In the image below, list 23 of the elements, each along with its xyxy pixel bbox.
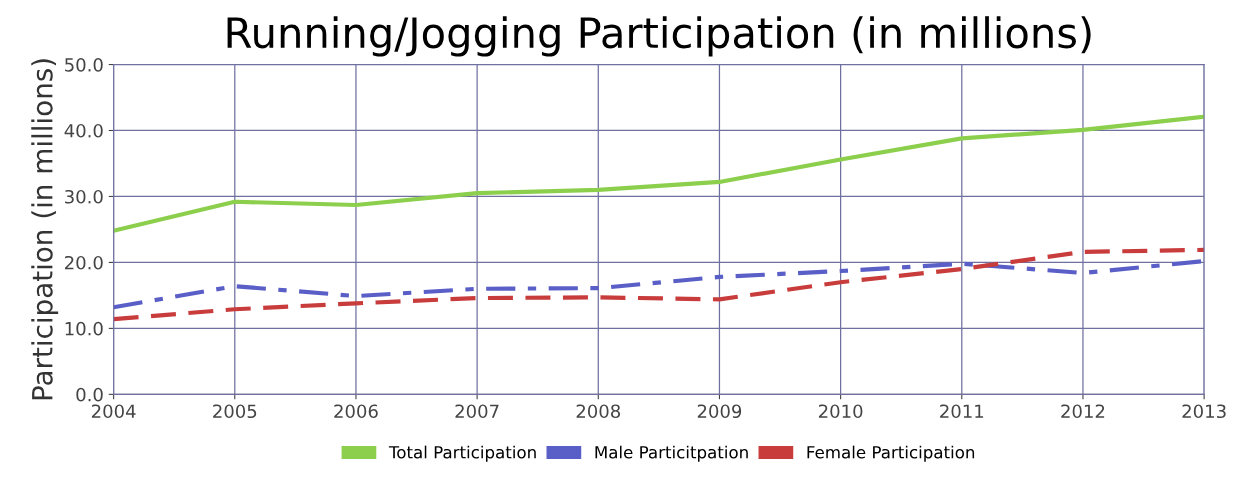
x-tick-label: 2008 bbox=[576, 404, 621, 419]
x-tick-label: 2013 bbox=[1182, 404, 1226, 419]
y-tick-label: 30.0 bbox=[65, 189, 103, 204]
chart-title: Running/Jogging Participation (in millions) bbox=[227, 16, 1091, 57]
x-tick-label: 2004 bbox=[91, 404, 136, 419]
x-tick-label: 2005 bbox=[213, 404, 257, 419]
line-series bbox=[113, 114, 1205, 233]
x-tick-label: 2006 bbox=[334, 404, 378, 419]
y-axis-title: Participation (in millions) bbox=[31, 59, 59, 400]
legend-label: Total Participation bbox=[388, 445, 536, 462]
y-tick-label: 40.0 bbox=[64, 123, 103, 138]
legend-label: Male Particitpation bbox=[595, 445, 748, 462]
y-tick-label: 10.0 bbox=[65, 321, 103, 336]
x-tick-label: 2012 bbox=[1061, 404, 1105, 419]
y-tick-label: 0.0 bbox=[76, 387, 103, 402]
x-tick-label: 2011 bbox=[940, 404, 984, 419]
y-tick-label: 20.0 bbox=[65, 255, 103, 270]
x-tick-label: 2007 bbox=[455, 404, 499, 419]
y-tick-label: 50.0 bbox=[65, 57, 103, 72]
line-series bbox=[113, 247, 1205, 322]
x-tick-label: 2009 bbox=[697, 404, 742, 419]
x-tick-label: 2010 bbox=[818, 404, 863, 419]
legend-label: Female Participation bbox=[807, 445, 975, 462]
